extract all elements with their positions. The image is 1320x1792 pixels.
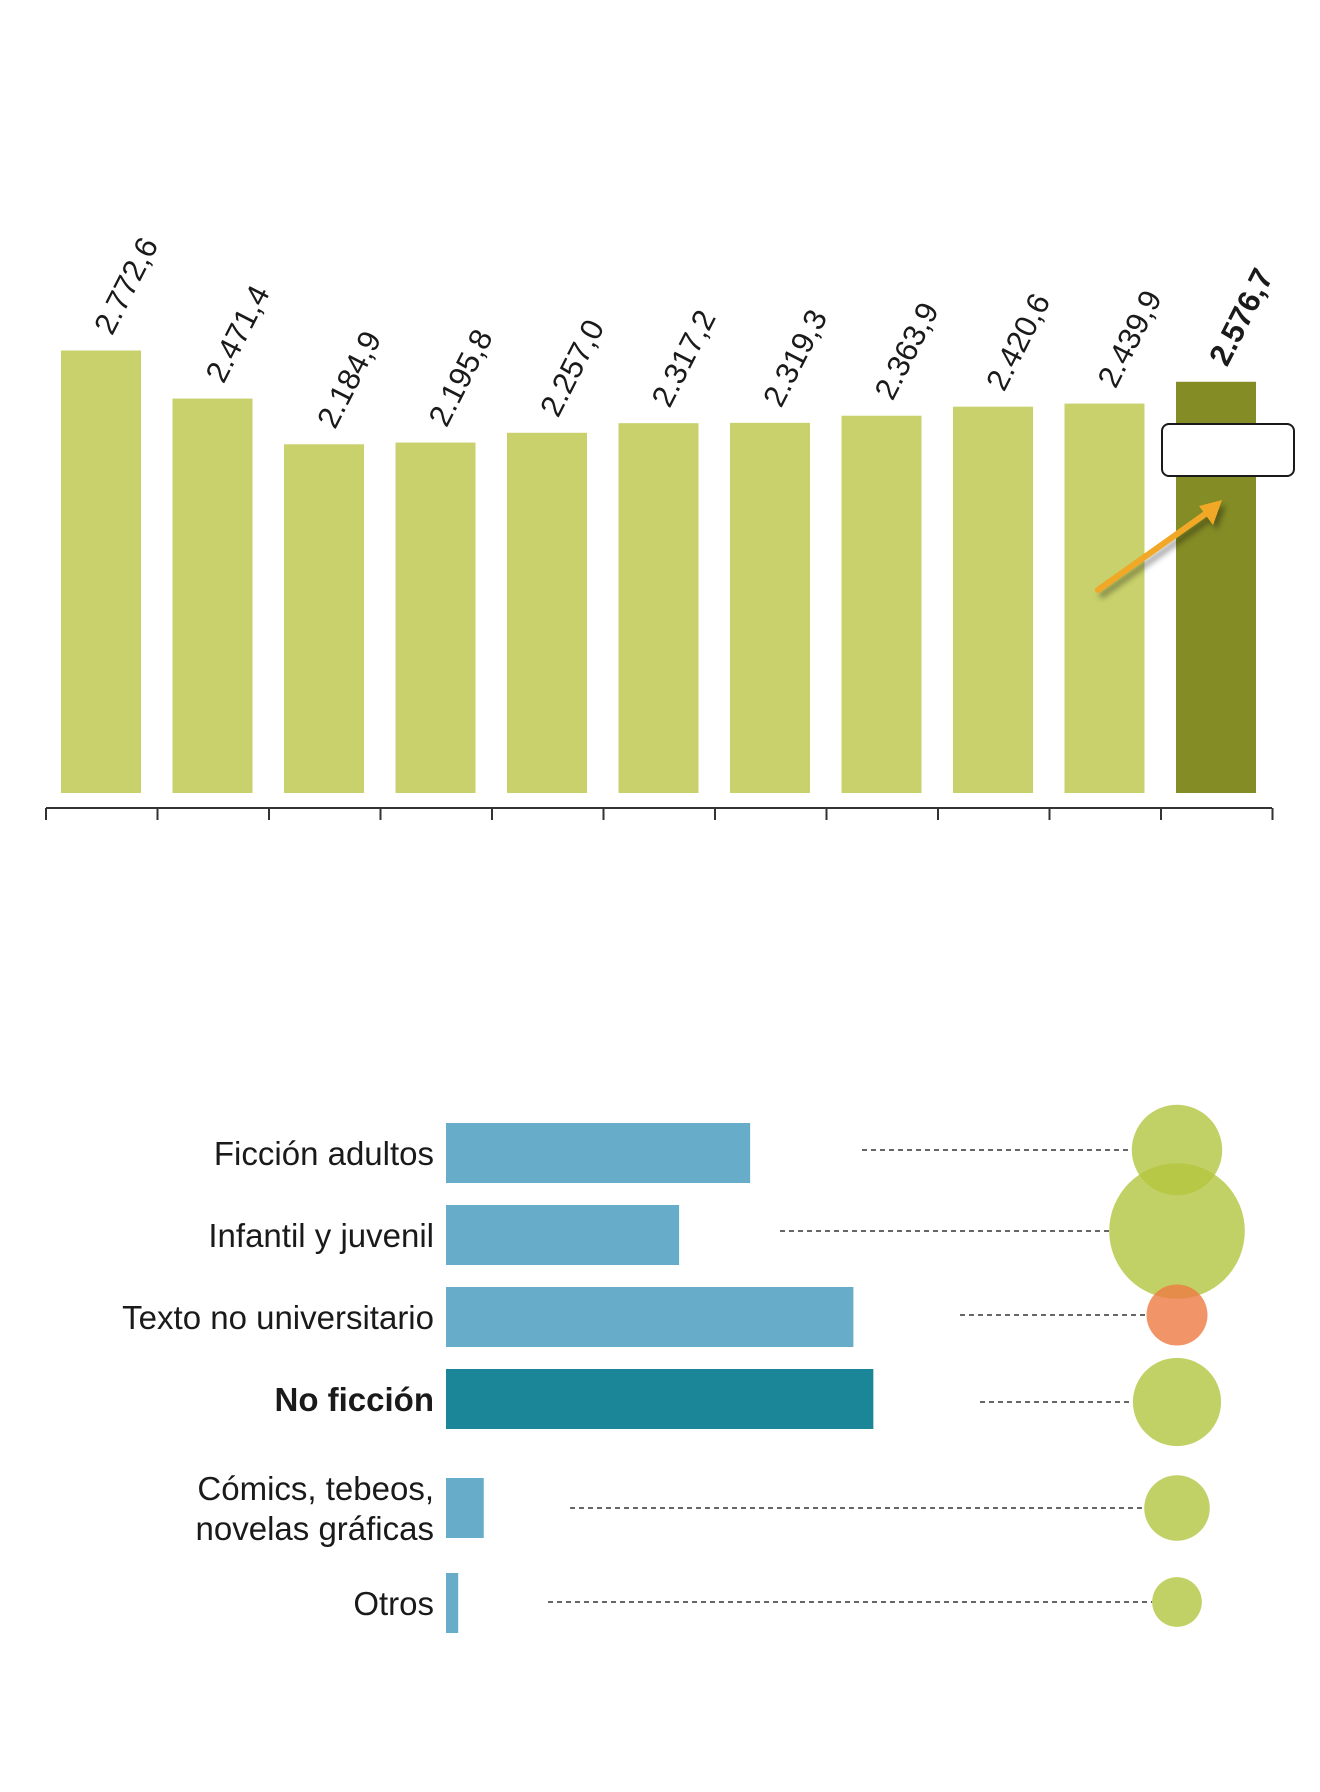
data-label: 2.363,9 xyxy=(868,297,946,405)
category-label: Ficción adultos xyxy=(214,1135,434,1172)
data-label: 2.319,3 xyxy=(756,304,834,412)
vertical-bar-chart xyxy=(61,350,1256,793)
category-label: Cómics, tebeos, xyxy=(197,1470,434,1507)
hbar xyxy=(446,1369,874,1429)
bar xyxy=(730,422,810,793)
hbar xyxy=(446,1205,680,1265)
bar xyxy=(953,406,1033,793)
category-label: Infantil y juvenil xyxy=(208,1217,434,1254)
bubble xyxy=(1146,1284,1208,1346)
bubble xyxy=(1144,1475,1210,1541)
bar xyxy=(172,398,253,793)
data-label: 2.420,6 xyxy=(979,288,1057,396)
bar xyxy=(618,423,699,793)
data-label: 2.576,7 xyxy=(1202,263,1280,371)
hbar xyxy=(446,1287,854,1347)
connector-lines xyxy=(548,1149,1153,1603)
data-label: 2.471,4 xyxy=(199,280,277,388)
data-label: 2.257,0 xyxy=(533,314,611,422)
bar xyxy=(395,442,476,793)
bar xyxy=(507,432,587,793)
horizontal-bar-chart xyxy=(446,1123,874,1633)
bubble xyxy=(1132,1357,1222,1447)
hbar xyxy=(446,1478,484,1538)
data-labels: 2.772,6 2.471,4 2.184,9 2.195,8 2.257,0 2.317… xyxy=(87,232,1280,434)
data-label: 2.317,2 xyxy=(645,304,723,412)
data-label: 2.195,8 xyxy=(422,324,500,432)
bubble xyxy=(1109,1163,1245,1299)
arrow-head xyxy=(1199,500,1222,525)
x-axis xyxy=(45,807,1274,820)
category-labels: Ficción adultos Infantil y juvenil Texto n… xyxy=(122,1135,434,1622)
hbar xyxy=(446,1573,459,1633)
category-label: Texto no universitario xyxy=(122,1299,434,1336)
arrow-shaft xyxy=(1095,509,1211,593)
bar xyxy=(1064,403,1145,793)
hbar xyxy=(446,1123,751,1183)
bar xyxy=(841,415,922,793)
bubble xyxy=(1152,1577,1202,1627)
category-label: novelas gráficas xyxy=(196,1510,434,1547)
annotation-box xyxy=(1161,423,1295,477)
data-label: 2.772,6 xyxy=(87,232,165,340)
data-label: 2.439,9 xyxy=(1091,285,1169,393)
bubble-series xyxy=(1109,1104,1245,1627)
data-label: 2.184,9 xyxy=(310,325,388,433)
bar xyxy=(284,444,364,793)
category-label: No ficción xyxy=(274,1381,434,1418)
arrow-icon xyxy=(1095,500,1222,593)
annotation xyxy=(1095,423,1295,593)
bar xyxy=(61,350,141,793)
category-label: Otros xyxy=(353,1585,434,1622)
